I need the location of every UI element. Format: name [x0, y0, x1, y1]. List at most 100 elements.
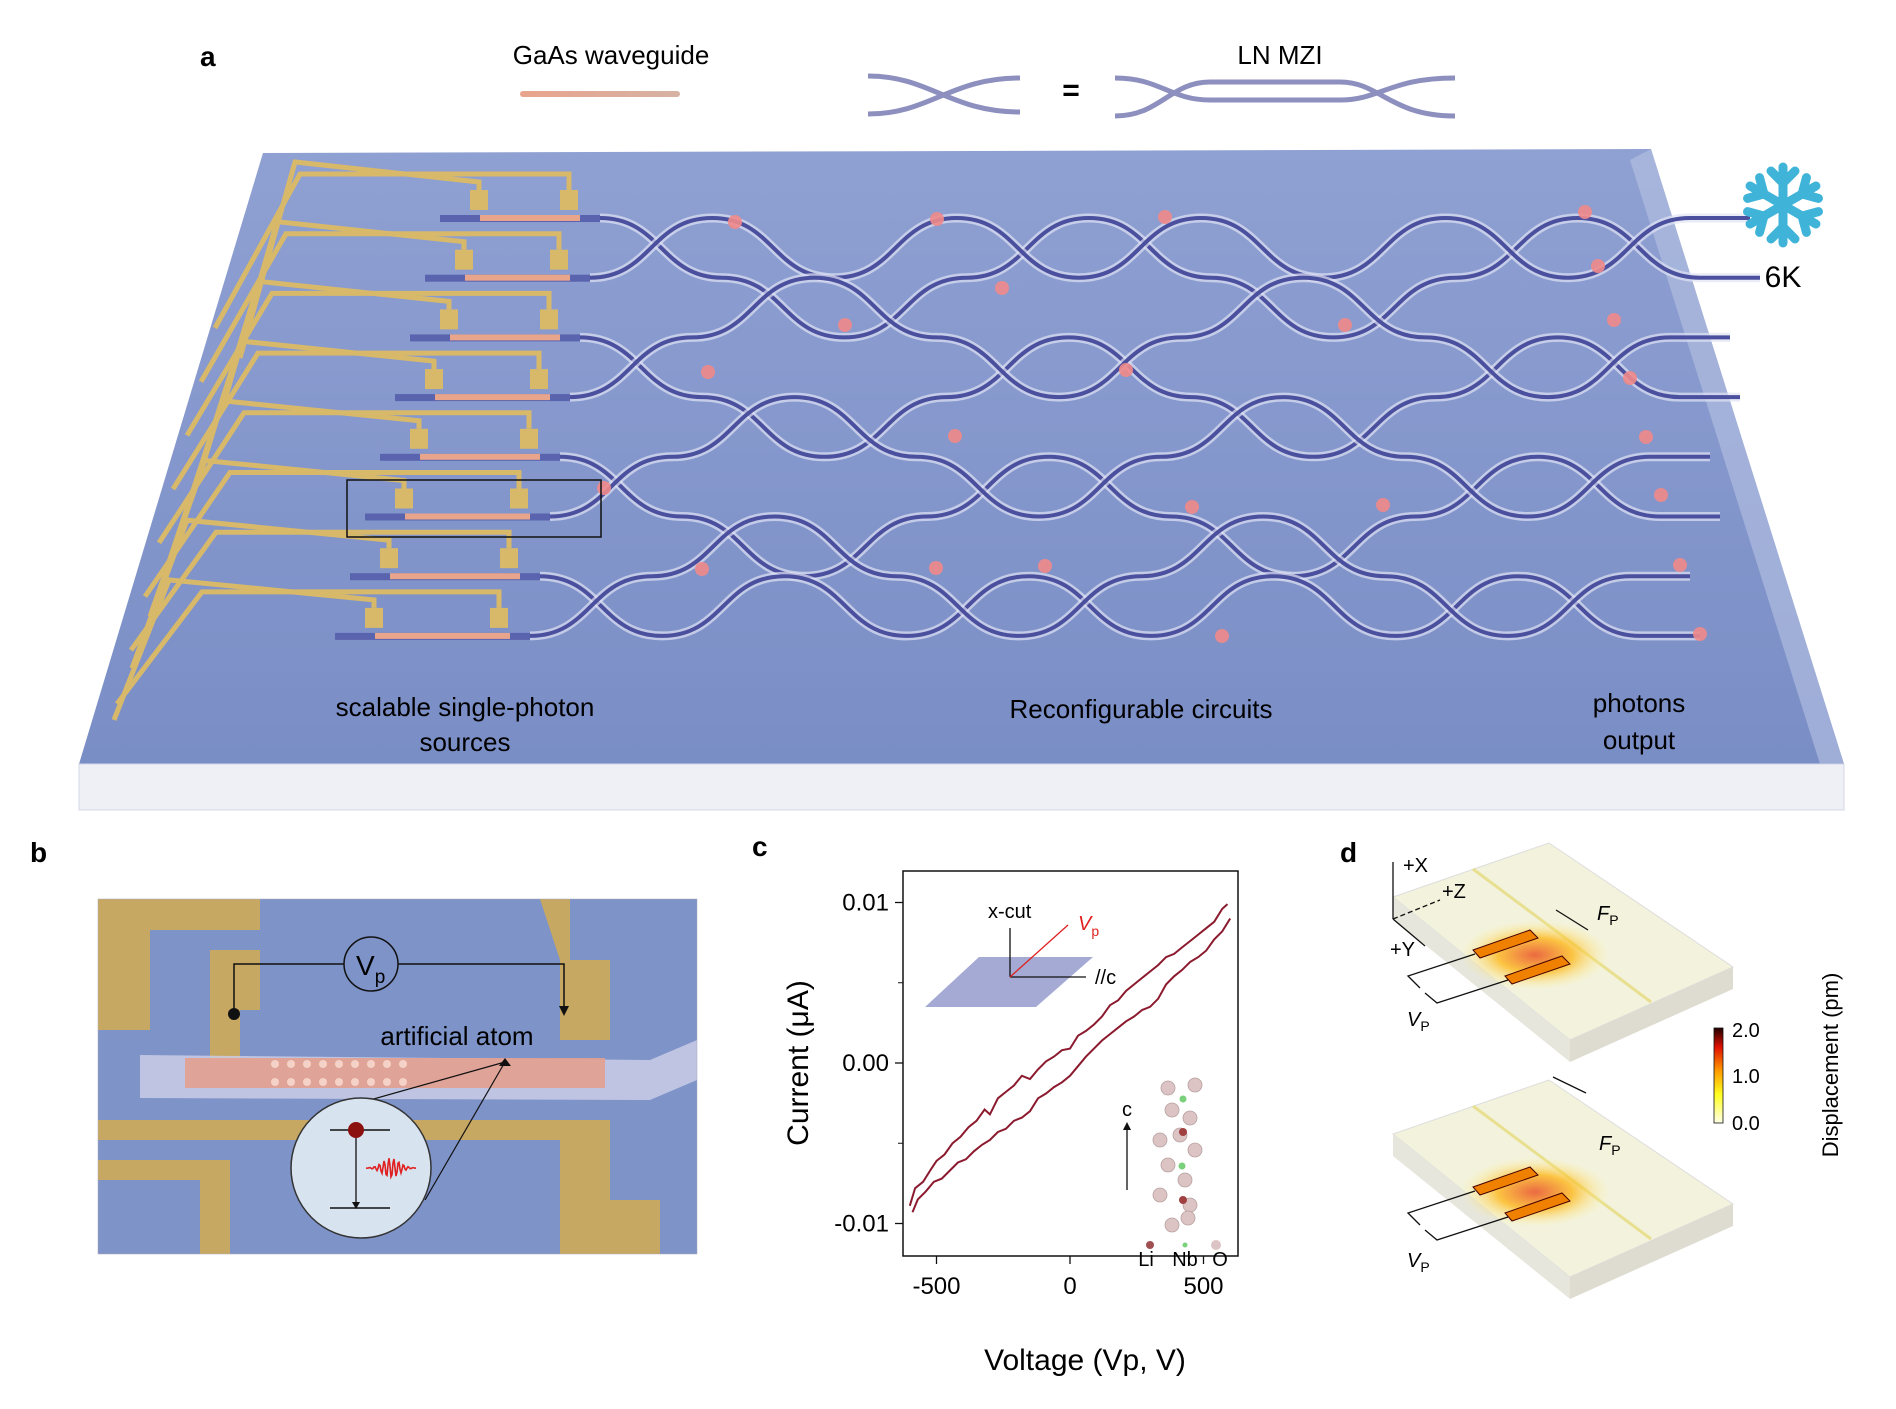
- gaas-source: [420, 453, 540, 460]
- voltage-source-icon: [343, 936, 399, 992]
- waveguide: [559, 454, 1720, 579]
- sources-label-line2: sources: [419, 727, 510, 757]
- electrode-trace: [115, 589, 502, 706]
- nb-legend-dot: [1182, 1242, 1188, 1248]
- atom-label-li: Li: [1138, 1249, 1154, 1271]
- pc-hole: [303, 1060, 311, 1068]
- legend-gaas-label: GaAs waveguide: [513, 40, 710, 70]
- pc-hole: [335, 1060, 343, 1068]
- phase-shifter-dot: [728, 215, 742, 229]
- li-atom: [1179, 1196, 1187, 1204]
- oxygen-atom: [1177, 1172, 1193, 1188]
- phase-shifter-dot: [838, 318, 852, 332]
- chip-top-surface: [79, 149, 1844, 764]
- phase-shifter-dot: [1215, 629, 1229, 643]
- nb-atom: [1179, 1095, 1187, 1103]
- phase-shifter-dot: [1673, 558, 1687, 572]
- axes: -500 0 500 0.01 0.00 -0.01: [834, 890, 1223, 1301]
- phase-shifter-dot: [1578, 205, 1592, 219]
- panel-label-d: d: [1340, 837, 1357, 868]
- voltage-label-bottom: VP: [1407, 1250, 1430, 1275]
- phase-shifter-dot: [1654, 488, 1668, 502]
- artificial-atom-label: artificial atom: [380, 1021, 533, 1051]
- y-axis-label: Current (μA): [782, 980, 815, 1146]
- xcut-plane: [925, 957, 1093, 1007]
- electrode-pad: [410, 428, 428, 449]
- o-legend-dot: [1211, 1240, 1221, 1250]
- phase-shifter-dot: [701, 365, 715, 379]
- callout-arrow: [499, 1058, 511, 1066]
- phase-shifter-dot: [930, 212, 944, 226]
- electrode-pad: [490, 607, 508, 628]
- waveguide: [599, 215, 1760, 340]
- gaas-source: [405, 513, 530, 520]
- colorbar-tick-mid: 1.0: [1732, 1066, 1760, 1088]
- electrode-2: [1504, 955, 1571, 985]
- waveguide-mesh: [529, 213, 1760, 641]
- oxygen-atom: [1160, 1157, 1176, 1173]
- colorbar-tick-min: 0.0: [1732, 1113, 1760, 1135]
- electrode-pad: [500, 548, 518, 569]
- electrode-trace: [128, 529, 512, 652]
- simulation-slab-bottom: [1391, 1076, 1735, 1299]
- pc-hole: [399, 1078, 407, 1086]
- pc-hole: [319, 1060, 327, 1068]
- force-label-top: FP: [1597, 903, 1619, 928]
- bias-circuit: [233, 963, 565, 1014]
- electrode-1: [1472, 1166, 1539, 1196]
- electrode-2: [1504, 1192, 1571, 1222]
- colorbar-tick-max: 2.0: [1732, 1020, 1760, 1042]
- single-photon-sources: [335, 215, 600, 640]
- emitted-photon-icon: [365, 1158, 417, 1180]
- iv-curve-2: [911, 917, 1232, 1213]
- crystal-c-arrowhead: [1123, 1122, 1131, 1130]
- transition-arrowhead: [352, 1202, 360, 1209]
- electrode-trace: [212, 171, 572, 330]
- output-label-line2: output: [1603, 725, 1676, 755]
- pc-hole: [367, 1078, 375, 1086]
- phase-shifter-dot: [695, 562, 709, 576]
- pc-hole: [271, 1078, 279, 1086]
- oxygen-atom: [1180, 1210, 1196, 1226]
- displacement-field: [1460, 920, 1610, 990]
- electrode-pad: [380, 548, 398, 569]
- pc-hole: [303, 1078, 311, 1086]
- waveguide: [549, 395, 1710, 519]
- phase-shifter-dot: [948, 429, 962, 443]
- circuit-wire: [1406, 1190, 1476, 1226]
- electrode-pad: [425, 369, 443, 390]
- temperature-label: 6K: [1765, 261, 1802, 294]
- phase-shifter-dot: [1376, 498, 1390, 512]
- mzi-icon: [1114, 75, 1456, 119]
- electrode-pad: [395, 488, 413, 509]
- circuit-wire: [1424, 1216, 1509, 1241]
- gaas-source: [375, 632, 510, 639]
- panel-b: b Vp artificial atom: [30, 837, 698, 1255]
- y-tick-label: -0.01: [834, 1211, 889, 1238]
- electrode-pad: [510, 488, 528, 509]
- force-arrow: [1552, 1076, 1587, 1094]
- waveguide: [529, 514, 1690, 638]
- x-tick-label: 500: [1183, 1273, 1223, 1300]
- oxygen-atom: [1152, 1132, 1168, 1148]
- oxygen-atom: [1182, 1110, 1198, 1126]
- linbo3-crystal-icon: [1146, 1077, 1221, 1250]
- voltage-source-label: Vp: [356, 950, 385, 988]
- slab-side: [1570, 967, 1733, 1062]
- callout-lines: [369, 1061, 506, 1201]
- atom-label-nb: Nb: [1172, 1249, 1198, 1271]
- coordinate-axes: [1392, 862, 1441, 947]
- axis-x-label: +X: [1403, 855, 1428, 877]
- pc-hole: [351, 1060, 359, 1068]
- y-tick-label: 0.00: [842, 1050, 889, 1077]
- pc-hole: [287, 1078, 295, 1086]
- panel-label-c: c: [752, 831, 768, 862]
- panel-a: a GaAs waveguide LN MZI = 6K scalable si…: [78, 40, 1845, 811]
- axis-z-label: +Z: [1442, 881, 1466, 903]
- phase-shifter-dot: [1038, 559, 1052, 573]
- terminal-dot: [228, 1008, 240, 1020]
- gold-electrodes: [111, 159, 578, 721]
- phase-shifter-dot: [1693, 627, 1707, 641]
- pc-hole: [319, 1078, 327, 1086]
